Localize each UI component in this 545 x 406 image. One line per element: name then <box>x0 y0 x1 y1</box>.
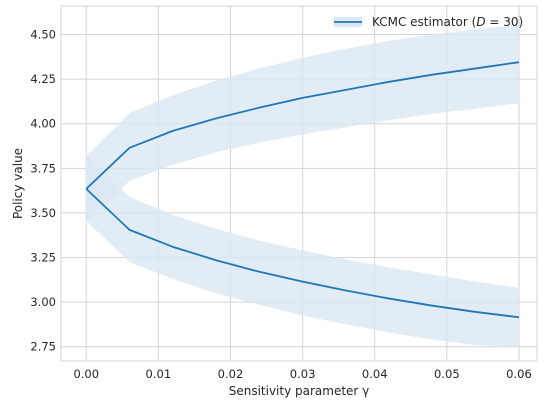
estimator-line-1 <box>85 188 520 319</box>
y-tick-label: 4.25 <box>30 72 56 86</box>
legend-label-variable: D <box>476 15 485 29</box>
x-tick-label: 0.02 <box>218 367 244 381</box>
plot-frame <box>60 5 538 362</box>
x-axis-label: Sensitivity parameter γ <box>229 384 370 398</box>
confidence-bands <box>86 24 519 347</box>
y-tick-label: 2.75 <box>30 340 56 354</box>
x-tick-label: 0.03 <box>290 367 316 381</box>
x-tick-label: 0.04 <box>362 367 388 381</box>
tick-labels: 0.00 0.01 0.02 0.03 0.04 0.05 0.06 2.75 3.00 3.25… <box>30 28 531 381</box>
legend-label-suffix: = 30) <box>486 15 524 29</box>
confidence-band-1 <box>86 155 519 347</box>
confidence-band-0 <box>86 24 519 222</box>
x-tick-label: 0.05 <box>434 367 460 381</box>
y-axis-label: Policy value <box>11 148 25 219</box>
x-tick-label: 0.06 <box>506 367 532 381</box>
y-tick-label: 4.50 <box>30 28 56 42</box>
y-tick-label: 3.50 <box>30 206 56 220</box>
y-tick-label: 4.00 <box>30 117 56 131</box>
estimator-line-0 <box>85 61 520 190</box>
y-tick-label: 3.00 <box>30 295 56 309</box>
legend: KCMC estimator (D = 30) <box>334 15 523 29</box>
y-tick-label: 3.75 <box>30 161 56 175</box>
estimator-lines <box>85 61 520 319</box>
y-tick-label: 3.25 <box>30 251 56 265</box>
legend-label: KCMC estimator (D = 30) <box>372 15 523 29</box>
x-tick-label: 0.00 <box>73 367 99 381</box>
x-tick-label: 0.01 <box>146 367 172 381</box>
legend-label-prefix: KCMC estimator ( <box>372 15 476 29</box>
